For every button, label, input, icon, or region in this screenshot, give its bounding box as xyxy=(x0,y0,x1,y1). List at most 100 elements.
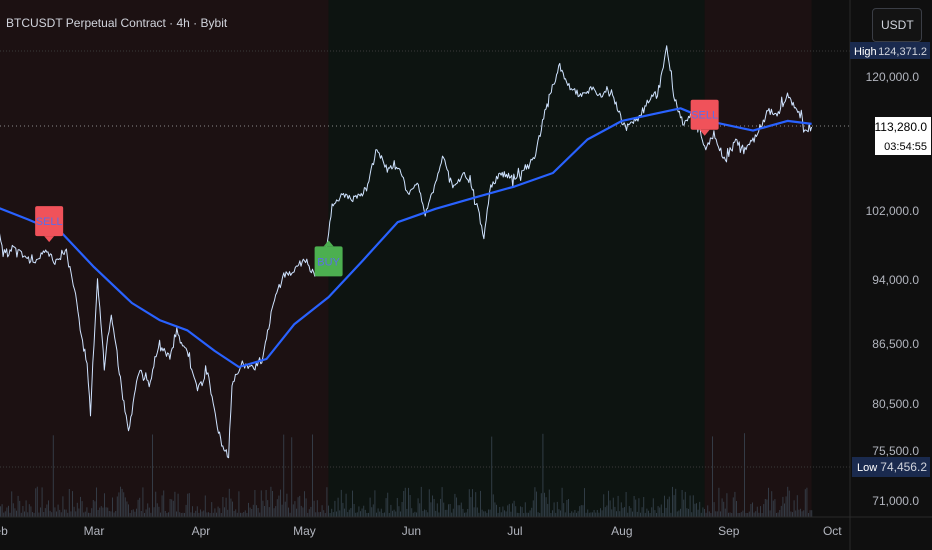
price-tick-label: 86,500.0 xyxy=(872,337,919,351)
signal-sell: SELL xyxy=(690,99,719,136)
volume-bar xyxy=(625,492,627,517)
volume-bar xyxy=(595,512,597,517)
volume-bar xyxy=(670,512,672,517)
volume-bar xyxy=(302,507,304,517)
currency-unit-button[interactable]: USDT xyxy=(872,8,922,42)
volume-bar xyxy=(699,501,701,517)
volume-bar xyxy=(449,504,451,517)
volume-bar xyxy=(209,513,211,517)
volume-bar xyxy=(499,507,501,517)
volume-bar xyxy=(728,512,729,517)
volume-bar xyxy=(132,509,134,517)
volume-bar xyxy=(129,513,131,517)
volume-bar xyxy=(492,494,494,517)
volume-bar xyxy=(652,498,654,517)
volume-bar xyxy=(660,504,662,517)
volume-bar xyxy=(505,511,507,517)
volume-bar xyxy=(382,513,384,517)
volume-bar xyxy=(432,495,433,517)
volume-bar xyxy=(560,510,561,517)
high-marker: High 124,371.2 xyxy=(850,42,930,59)
volume-bar xyxy=(542,433,544,517)
volume-bar xyxy=(380,508,382,517)
volume-bar xyxy=(526,512,528,517)
volume-bar xyxy=(110,511,112,517)
volume-bar xyxy=(448,504,449,517)
volume-bar xyxy=(320,511,321,517)
volume-bar xyxy=(198,512,200,517)
volume-bar xyxy=(489,509,491,517)
volume-bar xyxy=(355,512,357,517)
volume-bar xyxy=(753,512,755,517)
volume-bar xyxy=(792,512,793,517)
volume-bar xyxy=(206,512,208,517)
volume-bar xyxy=(459,505,461,517)
volume-bar xyxy=(192,506,193,517)
volume-bar xyxy=(451,512,453,517)
volume-bar xyxy=(715,511,717,517)
volume-bar xyxy=(603,494,605,517)
price-tick-label: 102,000.0 xyxy=(866,204,920,218)
volume-bar xyxy=(272,491,273,517)
price-tick-label: 80,500.0 xyxy=(872,397,919,411)
volume-bar xyxy=(336,511,337,517)
volume-bar xyxy=(539,513,541,517)
volume-bar xyxy=(46,504,48,517)
volume-bar xyxy=(705,512,707,517)
volume-bar xyxy=(614,506,616,517)
volume-bar xyxy=(520,506,521,517)
volume-bar xyxy=(273,508,275,517)
volume-bar xyxy=(291,437,293,517)
volume-bar xyxy=(649,513,651,517)
volume-bar xyxy=(348,509,350,517)
volume-bar xyxy=(267,500,269,517)
volume-bar xyxy=(793,500,795,517)
volume-bar xyxy=(254,490,256,517)
volume-bar xyxy=(784,503,785,517)
volume-bar xyxy=(641,507,643,517)
volume-bar xyxy=(70,511,72,517)
volume-bar xyxy=(673,495,675,517)
volume-bar xyxy=(4,511,6,517)
volume-bar xyxy=(67,512,69,517)
volume-bar xyxy=(158,506,160,517)
volume-bar xyxy=(17,495,19,517)
volume-bar xyxy=(92,500,94,517)
volume-bar xyxy=(329,513,331,517)
volume-bar xyxy=(720,511,721,517)
volume-bar xyxy=(657,506,659,517)
volume-bar xyxy=(249,507,251,517)
volume-bar xyxy=(232,501,233,517)
volume-bar xyxy=(572,512,574,517)
volume-bar xyxy=(729,512,731,517)
volume-bar xyxy=(331,508,333,517)
volume-bar xyxy=(257,508,259,517)
volume-bar xyxy=(552,510,553,517)
volume-bar xyxy=(742,510,744,517)
volume-bar xyxy=(582,505,584,517)
moving-average-line xyxy=(0,107,812,369)
volume-bar xyxy=(200,509,201,517)
volume-bar xyxy=(468,489,470,517)
time-tick-label: Jul xyxy=(507,524,522,538)
volume-bar xyxy=(324,513,326,517)
volume-bar xyxy=(217,506,219,517)
price-line xyxy=(0,45,813,459)
volume-bar xyxy=(518,513,520,517)
volume-bar xyxy=(356,512,358,517)
volume-bar xyxy=(0,506,1,517)
time-tick-label: May xyxy=(293,524,316,538)
volume-bar xyxy=(483,511,485,517)
volume-bar xyxy=(609,500,611,517)
volume-bar xyxy=(718,487,720,517)
volume-bar xyxy=(89,512,91,517)
volume-bar xyxy=(563,503,565,517)
volume-bar xyxy=(244,510,246,517)
volume-bar xyxy=(494,502,496,517)
volume-bar xyxy=(564,512,566,517)
volume-bar xyxy=(408,487,409,517)
volume-bar xyxy=(697,509,699,517)
volume-bar xyxy=(436,503,438,517)
volume-bar xyxy=(216,512,217,517)
